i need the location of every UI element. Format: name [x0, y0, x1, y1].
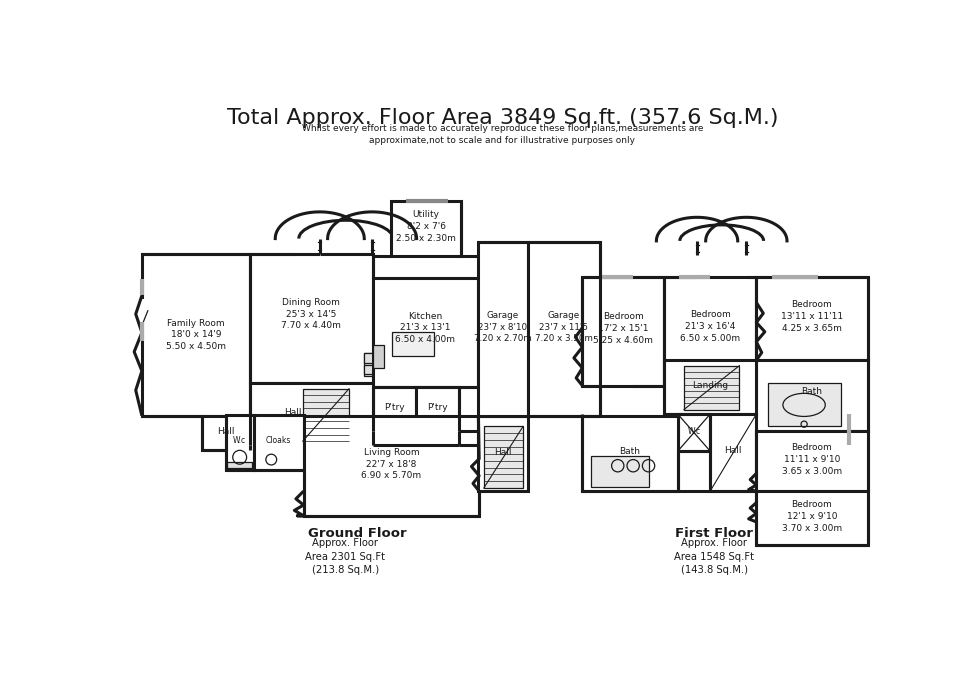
Text: Kitchen
21'3 x 13'1
6.50 x 4.00m: Kitchen 21'3 x 13'1 6.50 x 4.00m [395, 311, 456, 344]
Text: Whilst every effort is made to accurately reproduce these floor plans,measuremen: Whilst every effort is made to accuratel… [302, 125, 703, 145]
Bar [373, 388, 416, 431]
Text: Cloaks: Cloaks [266, 436, 291, 445]
Bar [142, 254, 251, 416]
Text: Bedroom
11'11 x 9'10
3.65 x 3.00m: Bedroom 11'11 x 9'10 3.65 x 3.00m [782, 444, 842, 476]
Bar [478, 242, 528, 416]
Bar [710, 414, 757, 491]
Text: Bedroom
17'2 x 15'1
5.25 x 4.60m: Bedroom 17'2 x 15'1 5.25 x 4.60m [593, 312, 653, 345]
Bar [202, 416, 251, 450]
Text: Hall: Hall [218, 428, 234, 437]
Text: Family Room
18'0 x 14'9
5.50 x 4.50m: Family Room 18'0 x 14'9 5.50 x 4.50m [166, 318, 225, 351]
Text: Dining Room
25'3 x 14'5
7.70 x 4.40m: Dining Room 25'3 x 14'5 7.70 x 4.40m [281, 298, 341, 330]
Text: Utility
8'2 x 7'6
2.50 x 2.30m: Utility 8'2 x 7'6 2.50 x 2.30m [396, 210, 456, 243]
Bar [678, 414, 710, 451]
Text: Garage
23'7 x 8'10
7.20 x 2.70m: Garage 23'7 x 8'10 7.20 x 2.70m [474, 311, 532, 343]
Bar [373, 345, 384, 368]
Bar [365, 365, 373, 374]
Bar [391, 201, 462, 256]
Text: Landing: Landing [692, 381, 728, 390]
Bar [303, 389, 349, 441]
Bar [373, 278, 478, 388]
Bar [664, 361, 757, 414]
Bar [582, 277, 664, 385]
Bar [757, 431, 868, 491]
Text: Hall: Hall [724, 446, 742, 455]
Text: W.c: W.c [687, 426, 701, 435]
Bar [251, 254, 373, 383]
Bar [225, 415, 254, 470]
Bar [684, 365, 740, 410]
Bar [768, 383, 841, 426]
Bar [528, 242, 600, 416]
Text: First Floor: First Floor [675, 527, 753, 540]
Text: Ground Floor: Ground Floor [308, 527, 407, 540]
Text: Living Room
22'7 x 18'8
6.90 x 5.70m: Living Room 22'7 x 18'8 6.90 x 5.70m [362, 448, 421, 480]
Text: P'try: P'try [427, 403, 448, 412]
Bar [365, 354, 373, 363]
Bar [227, 462, 252, 468]
Bar [757, 361, 868, 431]
Text: Bath: Bath [802, 387, 822, 396]
Bar [364, 352, 374, 376]
Text: Total Approx. Floor Area 3849 Sq.ft. (357.6 Sq.M.): Total Approx. Floor Area 3849 Sq.ft. (35… [226, 108, 778, 128]
Text: Bath: Bath [619, 447, 641, 456]
Bar [304, 416, 479, 516]
Bar [757, 277, 868, 361]
Text: Approx. Floor
Area 2301 Sq.Ft
(213.8 Sq.M.): Approx. Floor Area 2301 Sq.Ft (213.8 Sq.… [305, 538, 385, 575]
Text: Bedroom
13'11 x 11'11
4.25 x 3.65m: Bedroom 13'11 x 11'11 4.25 x 3.65m [781, 300, 843, 333]
Text: P'try: P'try [384, 403, 405, 412]
Bar [591, 456, 649, 486]
Text: Hall: Hall [284, 408, 302, 417]
Bar [416, 388, 459, 431]
Text: Bedroom
21'3 x 16'4
6.50 x 5.00m: Bedroom 21'3 x 16'4 6.50 x 5.00m [680, 310, 740, 343]
Text: Approx. Floor
Area 1548 Sq.Ft
(143.8 Sq.M.): Approx. Floor Area 1548 Sq.Ft (143.8 Sq.… [674, 538, 754, 575]
Bar [478, 416, 528, 491]
Bar [484, 426, 523, 488]
Text: Hall: Hall [494, 448, 512, 457]
Bar [254, 415, 304, 470]
Bar [582, 416, 678, 491]
Text: Garage
23'7 x 11'5
7.20 x 3.50m: Garage 23'7 x 11'5 7.20 x 3.50m [535, 311, 593, 343]
Text: Bedroom
12'1 x 9'10
3.70 x 3.00m: Bedroom 12'1 x 9'10 3.70 x 3.00m [782, 500, 842, 533]
Bar [664, 277, 757, 385]
Bar [251, 383, 373, 445]
Text: W.c: W.c [233, 436, 246, 445]
Bar [757, 491, 868, 545]
Bar [392, 331, 434, 356]
